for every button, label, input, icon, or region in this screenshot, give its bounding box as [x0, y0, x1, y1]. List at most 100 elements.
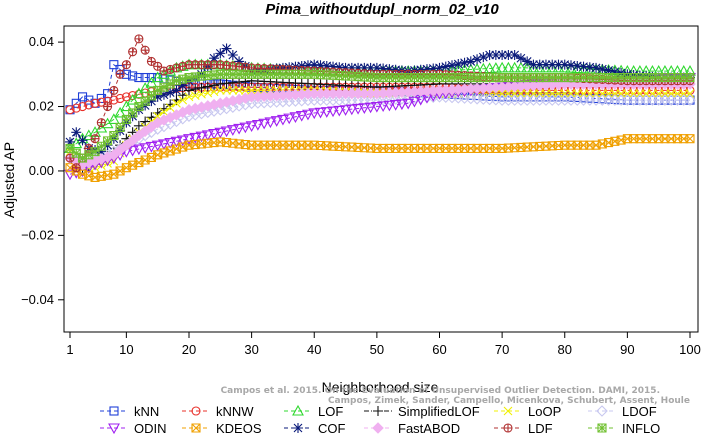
data-point-cof [559, 59, 570, 70]
data-point-lof [132, 87, 145, 99]
data-point-cof [584, 62, 595, 73]
data-point-odin [383, 100, 396, 112]
data-point-cof [321, 60, 332, 71]
data-point-ldof [208, 105, 220, 117]
data-point-loop [616, 89, 626, 99]
data-point-loop [629, 89, 639, 99]
data-point-odin [333, 105, 346, 117]
data-point-ldof [684, 94, 696, 106]
x-tick-label: 30 [244, 342, 258, 357]
data-point-loop [604, 89, 613, 99]
data-point-cof [65, 136, 75, 147]
data-point-odin [270, 116, 283, 127]
data-point-loop [648, 89, 657, 99]
data-point-knn [77, 92, 88, 102]
data-point-loop [165, 103, 175, 112]
data-point-inflo [153, 85, 163, 95]
data-point-cof [158, 89, 169, 100]
data-point-lof [521, 61, 534, 73]
data-point-simplifiedlof [202, 81, 213, 92]
data-point-cof [597, 64, 608, 75]
data-point-inflo [128, 108, 138, 118]
data-point-simplifiedlof [227, 77, 238, 88]
data-point-ldof [195, 107, 208, 120]
data-point-cof [478, 52, 489, 63]
data-point-inflo [178, 74, 188, 84]
data-point-cof [171, 85, 182, 96]
data-point-loop [522, 89, 532, 99]
data-point-cof [146, 96, 157, 107]
data-point-cof [465, 56, 476, 67]
legend-label-kdeos: KDEOS [216, 421, 262, 434]
data-point-cof [553, 59, 564, 70]
data-point-ldof [227, 101, 239, 113]
data-point-loop [547, 89, 557, 99]
data-point-inflo [65, 143, 75, 153]
data-point-ldof [220, 102, 233, 115]
data-point-cof [96, 146, 107, 157]
legend-item-lof: LOF [284, 404, 343, 419]
legend-item-knnw: kNNW [182, 404, 254, 419]
legend-marker-simplifiedlof [373, 406, 383, 416]
data-point-cof [503, 49, 514, 60]
data-point-loop [222, 86, 231, 95]
data-point-cof [434, 62, 445, 73]
legend-label-simplifiedlof: SimplifiedLOF [398, 404, 480, 419]
data-point-odin [395, 99, 408, 111]
data-point-ldf [90, 134, 100, 144]
data-point-simplifiedlof [215, 78, 226, 89]
watermark-line-2: Campos, Zimek, Sander, Campello, Micenko… [328, 396, 690, 406]
data-point-ldf [65, 153, 75, 163]
data-point-odin [195, 131, 208, 143]
legend-item-ldof: LDOF [588, 404, 657, 419]
data-point-odin [170, 136, 183, 148]
legend-marker-inflo [597, 423, 607, 433]
data-point-ldf [153, 61, 163, 71]
legend-item-kdeos: KDEOS [182, 421, 262, 436]
data-point-loop [172, 98, 181, 108]
data-point-simplifiedlof [196, 82, 207, 93]
data-point-knn [622, 95, 632, 105]
data-point-odin [176, 135, 189, 147]
y-tick-label: 0.02 [29, 99, 54, 114]
data-point-inflo [184, 72, 194, 83]
data-point-cof [522, 56, 533, 67]
data-point-loop [497, 89, 507, 99]
legend-marker-ldf [503, 423, 513, 433]
legend-label-odin: ODIN [134, 421, 167, 434]
data-point-odin [377, 101, 390, 113]
legend-item-fastabod: FastABOD [364, 421, 460, 436]
legend-marker-knn [109, 406, 119, 416]
data-point-knn [109, 60, 119, 70]
data-point-odin [283, 113, 296, 125]
data-point-cof [353, 62, 364, 73]
data-point-knnw [84, 100, 94, 110]
data-point-fastabod [114, 144, 126, 156]
data-point-lof [139, 82, 152, 93]
data-point-cof [459, 57, 470, 68]
data-point-ldf [121, 60, 131, 70]
data-point-loop [566, 89, 576, 99]
axes-layer: 1 10 20 30 40 50 60 70 80 90 100 −0.04 −0.02 0.00 0.02… [21, 34, 701, 357]
legend-marker-odin [108, 423, 120, 435]
legend-item-cof: COF [284, 421, 346, 436]
data-point-inflo [134, 101, 144, 112]
legend-label-lof: LOF [318, 404, 343, 419]
y-axis-label: Adjusted AP [1, 142, 17, 218]
data-point-knnw [65, 105, 75, 115]
data-point-odin [308, 108, 321, 120]
data-point-loop [234, 86, 244, 95]
data-point-knn [672, 95, 683, 105]
data-point-cof [440, 61, 451, 72]
data-point-inflo [165, 79, 175, 89]
data-point-cof [209, 53, 220, 64]
data-point-cof [428, 63, 439, 74]
data-point-cof [497, 49, 508, 60]
data-point-odin [126, 145, 139, 157]
data-point-loop [585, 89, 595, 99]
data-point-odin [389, 100, 402, 111]
data-point-cof [453, 59, 464, 70]
data-point-inflo [71, 148, 81, 158]
data-point-inflo [140, 96, 150, 106]
data-point-knnw [115, 93, 125, 104]
